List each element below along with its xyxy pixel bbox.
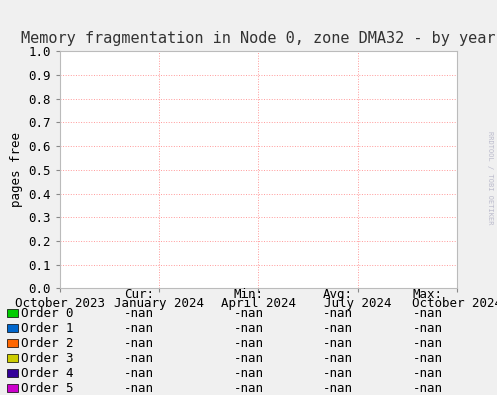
Y-axis label: pages free: pages free [9, 132, 22, 207]
Text: Max:: Max: [413, 288, 442, 301]
Text: -nan: -nan [413, 352, 442, 365]
Text: -nan: -nan [323, 352, 353, 365]
Text: Avg:: Avg: [323, 288, 353, 301]
Text: -nan: -nan [413, 367, 442, 380]
Text: Order 3: Order 3 [21, 352, 74, 365]
Text: Order 1: Order 1 [21, 322, 74, 335]
Text: Order 0: Order 0 [21, 307, 74, 320]
Text: -nan: -nan [234, 307, 263, 320]
Text: Order 4: Order 4 [21, 367, 74, 380]
Text: -nan: -nan [413, 307, 442, 320]
Text: -nan: -nan [124, 352, 154, 365]
Text: -nan: -nan [124, 307, 154, 320]
Text: -nan: -nan [124, 367, 154, 380]
Text: Order 5: Order 5 [21, 382, 74, 395]
Text: Min:: Min: [234, 288, 263, 301]
Text: -nan: -nan [234, 337, 263, 350]
Title: Memory fragmentation in Node 0, zone DMA32 - by year: Memory fragmentation in Node 0, zone DMA… [21, 31, 496, 46]
Text: -nan: -nan [413, 337, 442, 350]
Text: Order 2: Order 2 [21, 337, 74, 350]
Text: -nan: -nan [234, 382, 263, 395]
Text: -nan: -nan [413, 382, 442, 395]
Text: -nan: -nan [413, 322, 442, 335]
Text: -nan: -nan [323, 322, 353, 335]
Text: -nan: -nan [124, 322, 154, 335]
Text: Cur:: Cur: [124, 288, 154, 301]
Text: -nan: -nan [323, 307, 353, 320]
Text: -nan: -nan [234, 367, 263, 380]
Text: -nan: -nan [124, 337, 154, 350]
Text: -nan: -nan [323, 382, 353, 395]
Text: -nan: -nan [234, 352, 263, 365]
Text: -nan: -nan [234, 322, 263, 335]
Text: RRDTOOL / TOBI OETIKER: RRDTOOL / TOBI OETIKER [487, 131, 493, 224]
Text: -nan: -nan [124, 382, 154, 395]
Text: -nan: -nan [323, 337, 353, 350]
Text: -nan: -nan [323, 367, 353, 380]
